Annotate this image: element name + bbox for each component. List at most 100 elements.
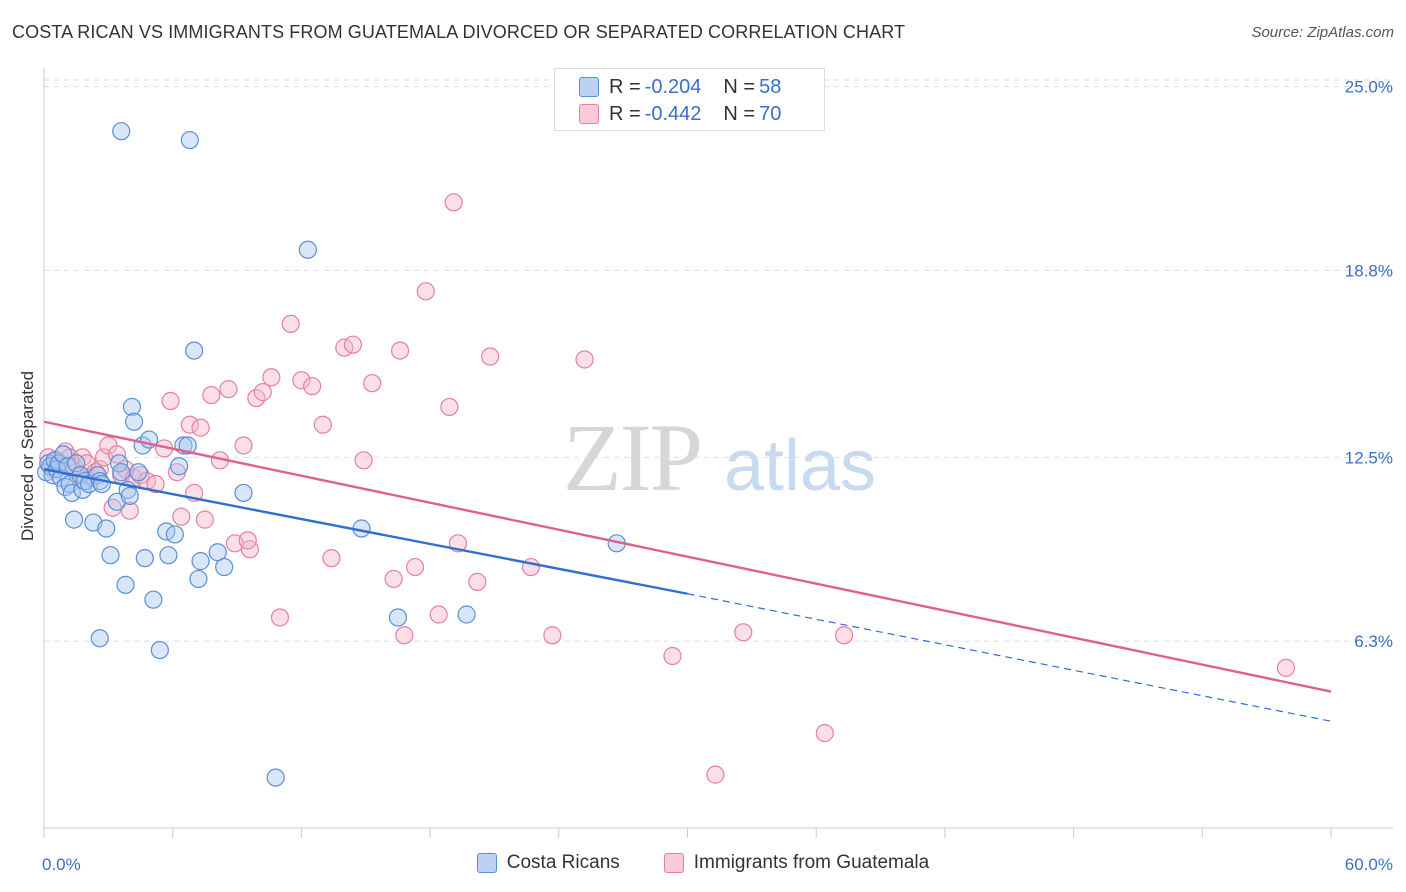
- guatemala-point: [195, 510, 214, 529]
- guatemala-point: [161, 391, 180, 411]
- legend-n-value: 58: [759, 75, 782, 98]
- series-legend: Costa Ricans Immigrants from Guatemala: [0, 852, 1406, 874]
- guatemala-point: [120, 501, 139, 520]
- legend-r-value: -0.204: [644, 75, 702, 98]
- costa-rican-point: [97, 519, 116, 538]
- legend-swatch-blue: [476, 853, 497, 873]
- costa-rican-point: [135, 549, 154, 568]
- legend-n-value: 70: [759, 102, 782, 125]
- guatemala-point: [1276, 658, 1296, 677]
- legend-swatch-pink: [579, 104, 599, 124]
- costa-rican-point: [388, 608, 408, 627]
- guatemala-point: [172, 507, 191, 526]
- guatemala-point: [543, 626, 562, 645]
- costa-rican-point: [180, 130, 199, 150]
- guatemala-point: [202, 385, 221, 405]
- costa-rican-point: [112, 463, 131, 482]
- guatemala-point: [834, 626, 854, 645]
- costa-rican-point: [129, 463, 148, 482]
- guatemala-point: [363, 374, 382, 393]
- guatemala-point: [663, 646, 682, 666]
- costa-rican-point: [189, 569, 208, 589]
- correlation-legend: R = -0.204 N = 58 R = -0.442 N = 70: [554, 68, 825, 131]
- legend-item-guatemala: Immigrants from Guatemala: [663, 852, 930, 874]
- guatemala-point: [292, 371, 311, 390]
- guatemala-point: [191, 418, 210, 437]
- costa-rican-point: [266, 768, 285, 787]
- guatemala-point: [429, 605, 448, 624]
- legend-series-name: Immigrants from Guatemala: [693, 852, 930, 873]
- guatemala-point: [322, 549, 341, 568]
- guatemala-point: [468, 572, 487, 591]
- source-credit: Source: ZipAtlas.com: [1251, 24, 1394, 41]
- costa-rican-trend-line: [43, 468, 688, 595]
- costa-rican-point: [185, 341, 204, 360]
- x-tick-label-max: 60.0%: [1345, 855, 1393, 874]
- legend-r-value: -0.442: [644, 102, 702, 125]
- costa-rican-point: [150, 640, 169, 660]
- costa-rican-point: [215, 557, 234, 577]
- legend-r-label: R =: [609, 75, 641, 98]
- guatemala-point: [444, 193, 463, 212]
- guatemala-point: [262, 368, 281, 387]
- guatemala-point: [416, 282, 435, 301]
- costa-rican-point: [298, 240, 317, 259]
- guatemala-point: [146, 474, 165, 494]
- watermark-zip: ZIP: [563, 404, 701, 511]
- legend-swatch-pink: [663, 853, 684, 873]
- legend-n-label: N =: [723, 102, 756, 125]
- x-tick-label-min: 0.0%: [42, 855, 81, 874]
- y-tick-label: 12.5%: [1345, 448, 1393, 467]
- costa-rican-point: [170, 457, 189, 476]
- guatemala-point: [575, 350, 594, 369]
- costa-rican-point: [234, 483, 253, 503]
- guatemala-point: [238, 531, 257, 550]
- costa-rican-point: [112, 122, 131, 141]
- y-tick-label: 25.0%: [1345, 78, 1393, 97]
- guatemala-point: [384, 569, 403, 589]
- guatemala-point: [240, 540, 260, 559]
- y-tick-label: 6.3%: [1354, 632, 1393, 651]
- legend-series-name: Costa Ricans: [506, 852, 620, 873]
- guatemala-point: [107, 445, 127, 464]
- guatemala-point: [313, 415, 332, 434]
- legend-row-costa-ricans: R = -0.204 N = 58: [579, 75, 785, 99]
- guatemala-point: [734, 623, 753, 642]
- guatemala-point: [405, 557, 425, 577]
- costa-rican-point: [109, 454, 129, 473]
- guatemala-point: [303, 377, 322, 396]
- costa-rican-point: [90, 629, 109, 648]
- legend-n-label: N =: [723, 75, 756, 98]
- chart-title: COSTA RICAN VS IMMIGRANTS FROM GUATEMALA…: [12, 22, 906, 42]
- guatemala-point: [354, 451, 373, 470]
- guatemala-point: [219, 380, 238, 399]
- costa-rican-point: [191, 552, 210, 571]
- watermark-atlas: atlas: [724, 426, 876, 506]
- costa-rican-point: [457, 605, 476, 624]
- legend-r-label: R =: [609, 102, 641, 125]
- costa-rican-point: [67, 454, 86, 473]
- costa-rican-trend-extension: [687, 593, 1332, 722]
- y-tick-label: 18.8%: [1345, 262, 1393, 281]
- costa-rican-point: [178, 436, 197, 455]
- legend-item-costa-ricans: Costa Ricans: [476, 852, 620, 874]
- guatemala-point: [281, 314, 300, 334]
- guatemala-point: [481, 347, 500, 366]
- costa-rican-point: [124, 412, 144, 431]
- legend-swatch-blue: [579, 77, 599, 97]
- guatemala-point: [180, 415, 199, 434]
- costa-rican-point: [120, 486, 139, 505]
- costa-rican-point: [54, 445, 73, 464]
- costa-rican-point: [101, 546, 120, 565]
- guatemala-point: [270, 608, 290, 627]
- guatemala-point: [440, 397, 459, 417]
- costa-rican-point: [144, 590, 163, 609]
- guatemala-point: [343, 335, 362, 354]
- costa-rican-point: [165, 525, 184, 544]
- costa-rican-point: [159, 546, 178, 565]
- costa-rican-point: [116, 575, 135, 594]
- costa-rican-point: [122, 397, 142, 417]
- guatemala-point: [706, 765, 725, 784]
- costa-rican-point: [62, 483, 81, 503]
